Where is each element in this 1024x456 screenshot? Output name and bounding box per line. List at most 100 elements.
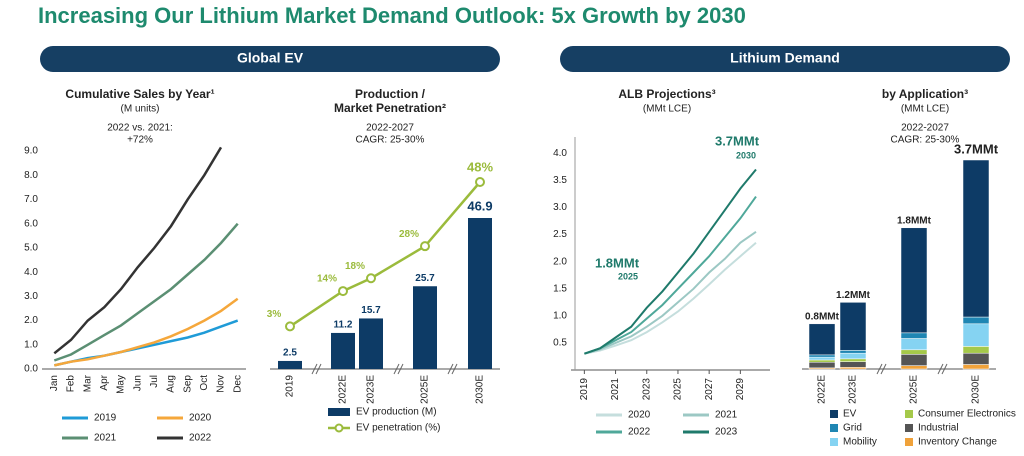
y-tick-label: 7.0: [24, 194, 38, 205]
x-tick-label: 2019: [579, 378, 590, 401]
legend-swatch: [334, 423, 344, 433]
x-tick-label: Jun: [132, 375, 143, 391]
total-label: 1.2MMt: [836, 290, 871, 301]
legend-label: Inventory Change: [918, 437, 997, 448]
bar-segment: [839, 350, 867, 354]
x-tick-label: 2023E: [848, 375, 859, 404]
bar-segment: [839, 302, 867, 351]
bar-segment: [900, 349, 928, 355]
line-marker: [338, 286, 348, 297]
chart-title: Production /: [355, 87, 426, 101]
data-label: 25.7: [415, 273, 435, 284]
bar-segment: [900, 227, 928, 334]
total-label: 0.8MMt: [805, 311, 840, 322]
series-line: [584, 241, 757, 355]
line-marker: [285, 321, 295, 332]
x-tick-label: 2025E: [420, 375, 431, 404]
y-tick-label: 2.5: [553, 229, 567, 240]
y-tick-label: 5.0: [24, 243, 38, 254]
y-tick-label: 2.0: [553, 256, 567, 267]
chart-subtitle: 2022-2027: [901, 123, 949, 134]
chart-subtitle: CAGR: 25-30%: [356, 135, 425, 146]
chart-subtitle: CAGR: 25-30%: [891, 135, 960, 146]
section-title: Lithium Demand: [730, 50, 840, 66]
legend-swatch: [830, 410, 838, 418]
legend-label: EV penetration (%): [356, 423, 441, 434]
legend-label: EV production (M): [356, 407, 437, 418]
data-label: 2.5: [283, 348, 297, 359]
x-tick-label: Sep: [182, 375, 193, 393]
y-tick-label: 8.0: [24, 170, 38, 181]
legend-swatch: [328, 408, 350, 416]
bar-segment: [962, 364, 990, 370]
data-label: 3%: [267, 309, 282, 320]
series-line: [53, 146, 223, 355]
bar-segment: [808, 356, 836, 361]
bar-segment: [808, 359, 836, 363]
data-label: 15.7: [361, 305, 381, 316]
section-title: Global EV: [237, 50, 304, 66]
y-tick-label: 1.0: [24, 339, 38, 350]
legend-label: EV: [843, 409, 857, 420]
legend-label: 2021: [94, 433, 117, 444]
y-tick-label: 3.0: [24, 291, 38, 302]
bar-segment: [839, 358, 867, 362]
x-tick-label: Oct: [199, 375, 210, 391]
data-label: 18%: [345, 261, 365, 272]
chart-subtitle: 2022 vs. 2021:: [107, 123, 173, 134]
total-label: 3.7MMt: [954, 141, 999, 156]
bar-segment: [900, 332, 928, 339]
bar-segment: [962, 323, 990, 347]
total-label: 1.8MMt: [897, 215, 932, 226]
annotation: 2030: [736, 150, 756, 160]
legend-label: Grid: [843, 423, 862, 434]
chart-title: Market Penetration²: [334, 101, 446, 115]
chart-title: Cumulative Sales by Year¹: [65, 87, 214, 101]
legend-label: 2022: [628, 427, 651, 438]
chart-title: ALB Projections³: [618, 87, 715, 101]
series-line: [289, 181, 481, 328]
x-tick-label: 2030E: [971, 375, 982, 404]
bar-segment: [808, 354, 836, 358]
legend-swatch: [905, 424, 913, 432]
legend-label: Consumer Electronics: [918, 409, 1016, 420]
legend-label: 2019: [94, 413, 117, 424]
annotation: 3.7MMt: [715, 133, 760, 148]
y-tick-label: 0.5: [553, 338, 567, 349]
legend-label: 2023: [715, 427, 738, 438]
x-tick-label: Mar: [82, 374, 93, 392]
slide-title: Increasing Our Lithium Market Demand Out…: [38, 3, 746, 28]
bar-segment: [962, 352, 990, 365]
x-tick-label: Dec: [232, 375, 243, 393]
x-tick-label: 2022E: [817, 375, 828, 404]
line-marker: [475, 177, 485, 187]
x-tick-label: 2021: [610, 378, 621, 401]
bar-segment: [900, 365, 928, 370]
legend-swatch: [905, 438, 913, 446]
x-tick-label: 2023: [641, 378, 652, 401]
bar-segment: [808, 323, 836, 356]
y-tick-label: 1.5: [553, 283, 567, 294]
y-tick-label: 3.0: [553, 202, 567, 213]
x-tick-label: 2019: [285, 375, 296, 398]
y-tick-label: 1.0: [553, 310, 567, 321]
section-banner: [40, 46, 500, 72]
data-label: 46.9: [467, 198, 492, 213]
legend-label: 2022: [189, 433, 212, 444]
data-label: 28%: [399, 229, 419, 240]
chart-subtitle: (MMt LCE): [901, 104, 949, 115]
bar: [468, 218, 492, 369]
x-tick-label: Apr: [99, 374, 110, 390]
line-marker: [420, 241, 430, 252]
x-tick-label: Feb: [66, 375, 77, 393]
annotation: 2025: [618, 271, 638, 281]
x-tick-label: May: [116, 375, 127, 394]
x-tick-label: 2022E: [338, 375, 349, 404]
line-marker: [366, 273, 376, 284]
y-tick-label: 6.0: [24, 218, 38, 229]
x-tick-label: 2029: [735, 378, 746, 401]
x-tick-label: Jul: [149, 375, 160, 388]
legend-label: 2020: [628, 410, 651, 421]
x-tick-label: 2025E: [909, 375, 920, 404]
